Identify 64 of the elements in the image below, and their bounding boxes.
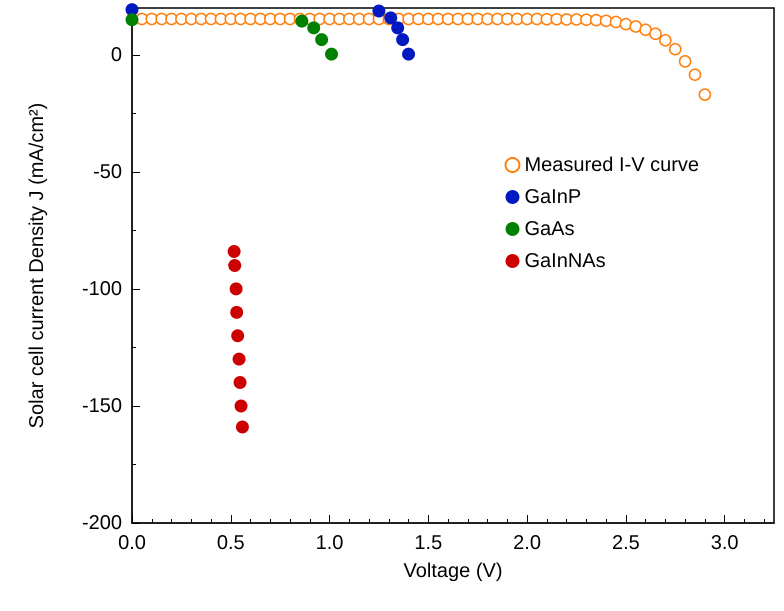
point [126,13,138,26]
legend-label: GaInP [524,186,582,208]
legend-label: GaAs [524,218,575,240]
point [590,14,603,26]
point [688,68,702,82]
point [402,48,416,61]
point [629,20,642,33]
point [396,33,410,46]
x-axis-title: Voltage (V) [404,560,502,582]
point [649,27,662,40]
point [560,13,573,26]
point [333,12,346,26]
legend-label: GaInNAs [524,250,606,272]
point [234,399,248,412]
point [236,420,249,434]
point [234,376,247,390]
point [639,23,652,36]
point [234,12,247,26]
point [194,12,208,26]
point [232,352,246,366]
point [244,12,257,26]
point [231,329,244,342]
point [510,12,524,26]
x-tick-label: 1.0 [316,532,344,554]
x-tick-label: 1.5 [414,532,442,554]
point [315,33,328,46]
y-tick-label: -200 [82,512,122,534]
point [471,12,484,26]
point [274,12,286,26]
point [580,13,593,26]
point [230,282,243,296]
point [228,244,241,258]
y-axis-title: Solar cell current Density J (mA/cm²) [26,102,48,428]
point [155,12,168,26]
point [352,12,366,26]
point [698,88,712,101]
point [668,42,682,56]
point [175,12,188,26]
point [600,14,612,28]
y-tick-label: -150 [82,394,122,417]
point [228,259,242,272]
y-tick-label: -100 [82,278,122,300]
point [391,21,404,34]
point [214,12,228,26]
point [610,16,622,28]
x-tick-label: 3.0 [710,532,739,554]
point [678,55,692,68]
point [432,12,444,26]
x-tick-label: 2.5 [612,532,640,554]
legend-label: Measured I-V curve [524,154,700,176]
x-tick-label: 0.0 [118,532,146,554]
point [307,21,320,34]
x-tick-label: 0.5 [216,532,245,554]
point [620,18,632,30]
y-tick-label: -50 [93,160,122,183]
point [230,306,244,319]
x-tick-label: 2.0 [513,532,541,554]
y-tick-label: 0 [110,44,122,66]
point [659,34,672,47]
point [325,48,338,61]
point [295,14,308,28]
point [372,4,386,18]
point [254,12,267,26]
point [550,12,564,26]
